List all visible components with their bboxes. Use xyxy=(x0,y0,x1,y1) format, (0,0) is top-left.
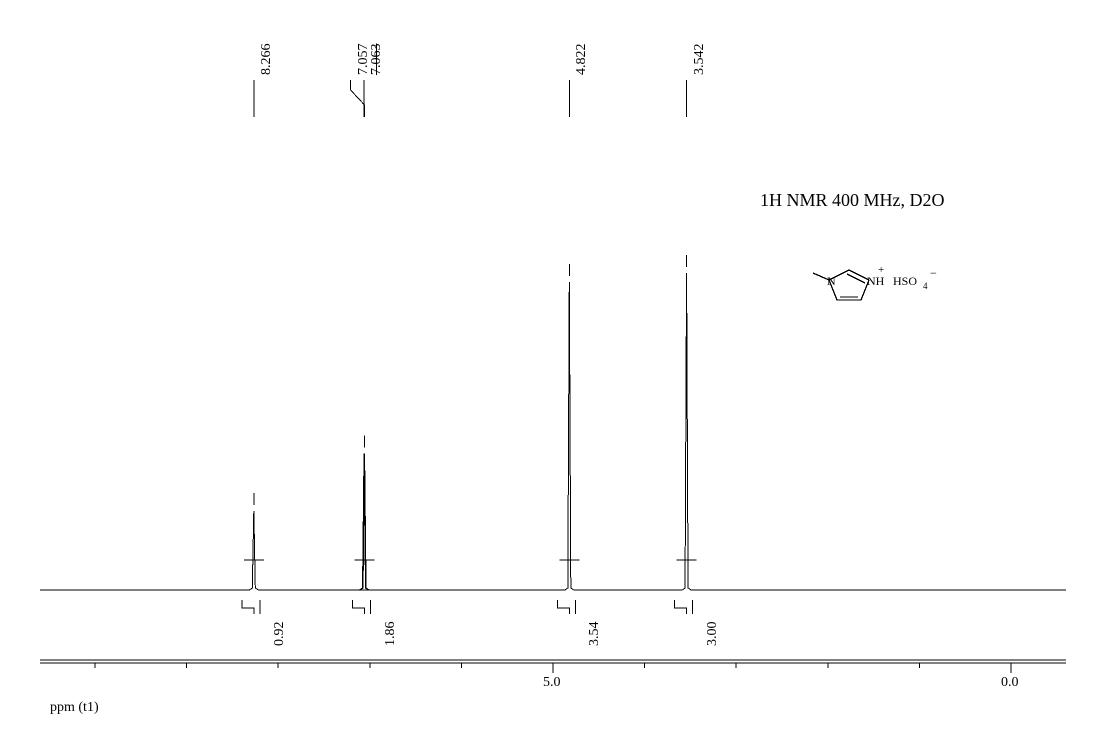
figure-title: 1H NMR 400 MHz, D2O xyxy=(760,190,945,211)
svg-text:−: − xyxy=(930,266,937,280)
integral-label: 0.92 xyxy=(272,622,288,647)
axis-tick-label: 0.0 xyxy=(1001,675,1019,691)
structure-svg: N NH + HSO 4 − xyxy=(805,255,955,315)
nmr-spectrum-figure: 1H NMR 400 MHz, D2O N NH + HSO 4 − ppm (… xyxy=(0,0,1106,732)
svg-text:+: + xyxy=(878,264,884,276)
svg-text:4: 4 xyxy=(923,281,928,291)
peak-label: 8.266 xyxy=(259,44,275,76)
svg-text:HSO: HSO xyxy=(893,274,917,288)
svg-text:NH: NH xyxy=(867,274,885,288)
integral-label: 3.00 xyxy=(705,622,721,647)
chemical-structure: N NH + HSO 4 − xyxy=(805,255,955,320)
peak-label: 4.822 xyxy=(574,44,590,76)
integral-label: 1.86 xyxy=(383,622,399,647)
peak-label: 3.542 xyxy=(692,44,708,76)
integral-label: 3.54 xyxy=(587,622,603,647)
x-axis-label: ppm (t1) xyxy=(50,700,99,716)
spectrum-svg xyxy=(0,0,1106,732)
axis-tick-label: 5.0 xyxy=(543,675,561,691)
svg-text:N: N xyxy=(827,274,836,288)
peak-label: 7.057 xyxy=(356,44,372,76)
